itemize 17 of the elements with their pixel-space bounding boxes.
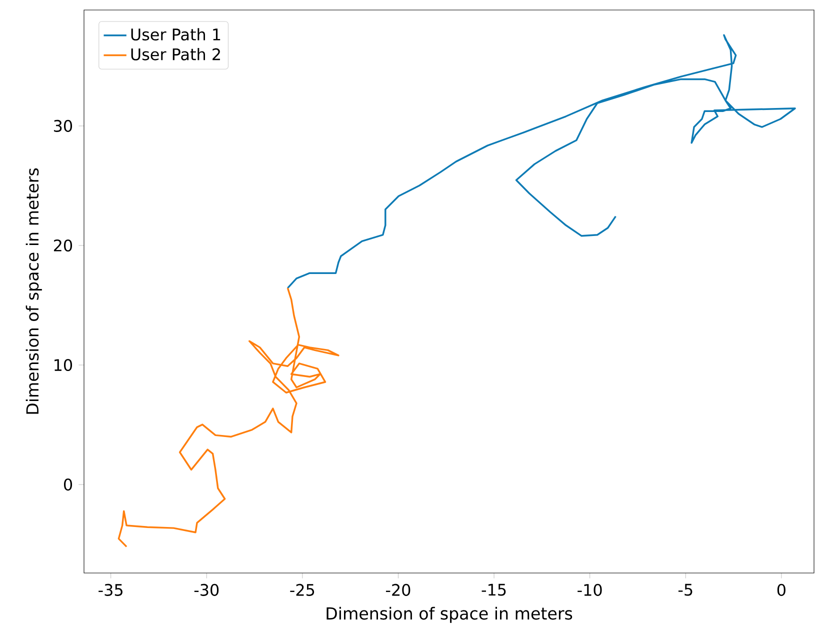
x-axis-title: Dimension of space in meters xyxy=(326,606,572,623)
x-tick-label: -10 xyxy=(578,584,602,596)
x-tick-label: 0 xyxy=(777,584,786,596)
x-tick-label: -20 xyxy=(386,584,410,596)
y-tick-label: 0 xyxy=(64,478,72,491)
y-axis-title: Dimension of space in meters xyxy=(26,168,42,414)
x-tick-label: -25 xyxy=(290,584,314,596)
line-series xyxy=(118,287,340,548)
legend-label: User Path 1 xyxy=(131,28,220,41)
y-tick-label: 20 xyxy=(54,239,72,252)
x-tick-label: -35 xyxy=(98,584,122,596)
x-tick-label: -5 xyxy=(678,584,692,596)
x-tick-label: -30 xyxy=(194,584,219,596)
legend-label: User Path 2 xyxy=(131,48,220,60)
x-tick-label: -15 xyxy=(482,584,506,596)
y-tick-label: 30 xyxy=(54,120,72,132)
y-tick-label: 10 xyxy=(54,358,72,372)
